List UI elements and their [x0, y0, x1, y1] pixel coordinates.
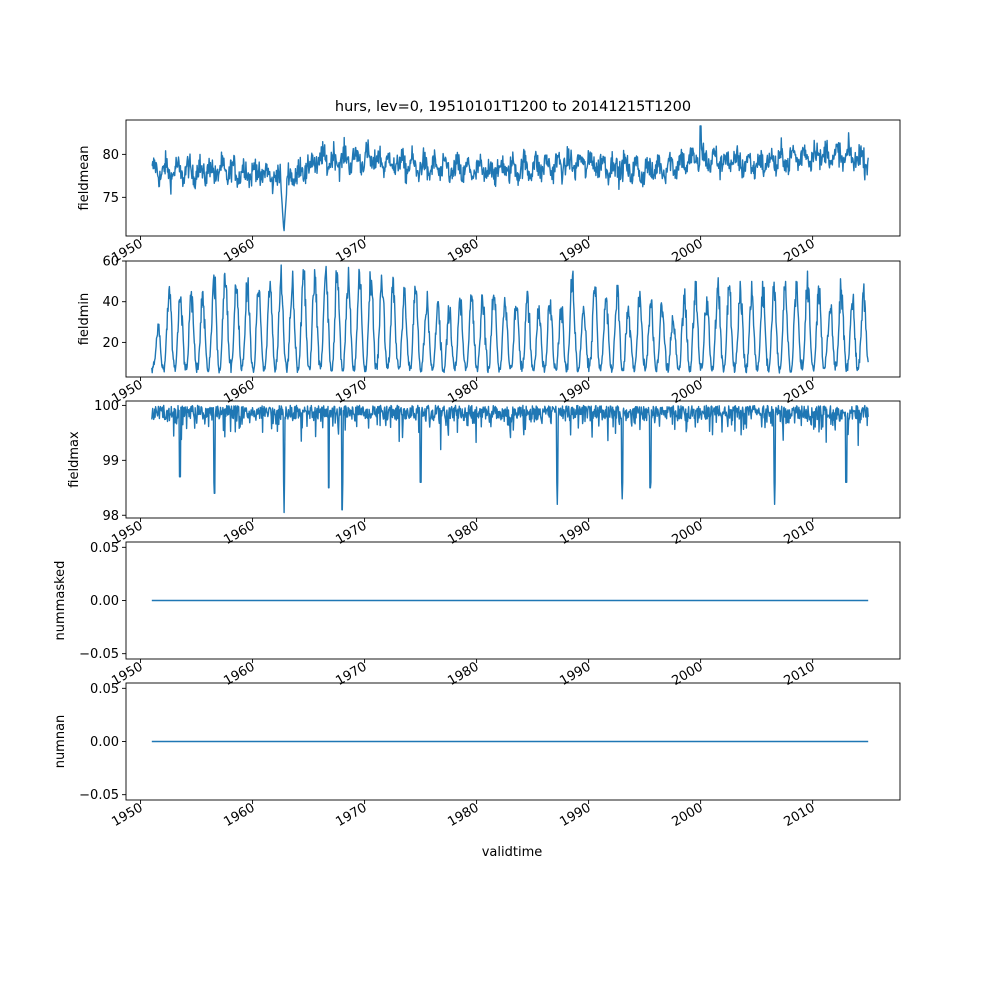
fieldmax-series-line — [151, 404, 869, 514]
numnan-y-axis-label: numnan — [53, 715, 68, 769]
figure-title: hurs, lev=0, 19510101T1200 to 20141215T1… — [335, 99, 691, 115]
fieldmin-series-line — [151, 264, 869, 374]
nummasked-ytick-label: −0.05 — [79, 647, 119, 662]
nummasked-ytick-label: 0.05 — [90, 541, 119, 556]
fieldmax-ytick-label: 100 — [94, 399, 119, 414]
numnan-ytick-label: 0.00 — [90, 735, 119, 750]
fieldmean-y-axis-label: fieldmean — [77, 146, 92, 211]
fieldmax-ytick-label: 99 — [102, 454, 119, 469]
fieldmax-ytick-label: 98 — [102, 509, 119, 524]
fieldmean-axes-frame — [125, 119, 901, 237]
nummasked-ytick-label: 0.00 — [90, 594, 119, 609]
fieldmax-y-axis-label: fieldmax — [67, 431, 82, 488]
fieldmin-ytick-label: 40 — [102, 295, 119, 310]
fieldmean-ytick-label: 80 — [102, 148, 119, 163]
numnan-ytick-label: −0.05 — [79, 788, 119, 803]
x-axis-label: validtime — [482, 845, 543, 860]
fieldmin-ytick-label: 20 — [102, 336, 119, 351]
fieldmean-ytick-label: 75 — [102, 191, 119, 206]
fieldmax-axes-frame — [125, 400, 901, 519]
fieldmean-series-line — [151, 125, 869, 232]
fieldmin-ytick-label: 60 — [102, 255, 119, 270]
numnan-ytick-label: 0.05 — [90, 682, 119, 697]
fieldmin-axes-frame — [125, 260, 901, 378]
nummasked-y-axis-label: nummasked — [53, 561, 68, 641]
fieldmin-y-axis-label: fieldmin — [77, 293, 92, 346]
